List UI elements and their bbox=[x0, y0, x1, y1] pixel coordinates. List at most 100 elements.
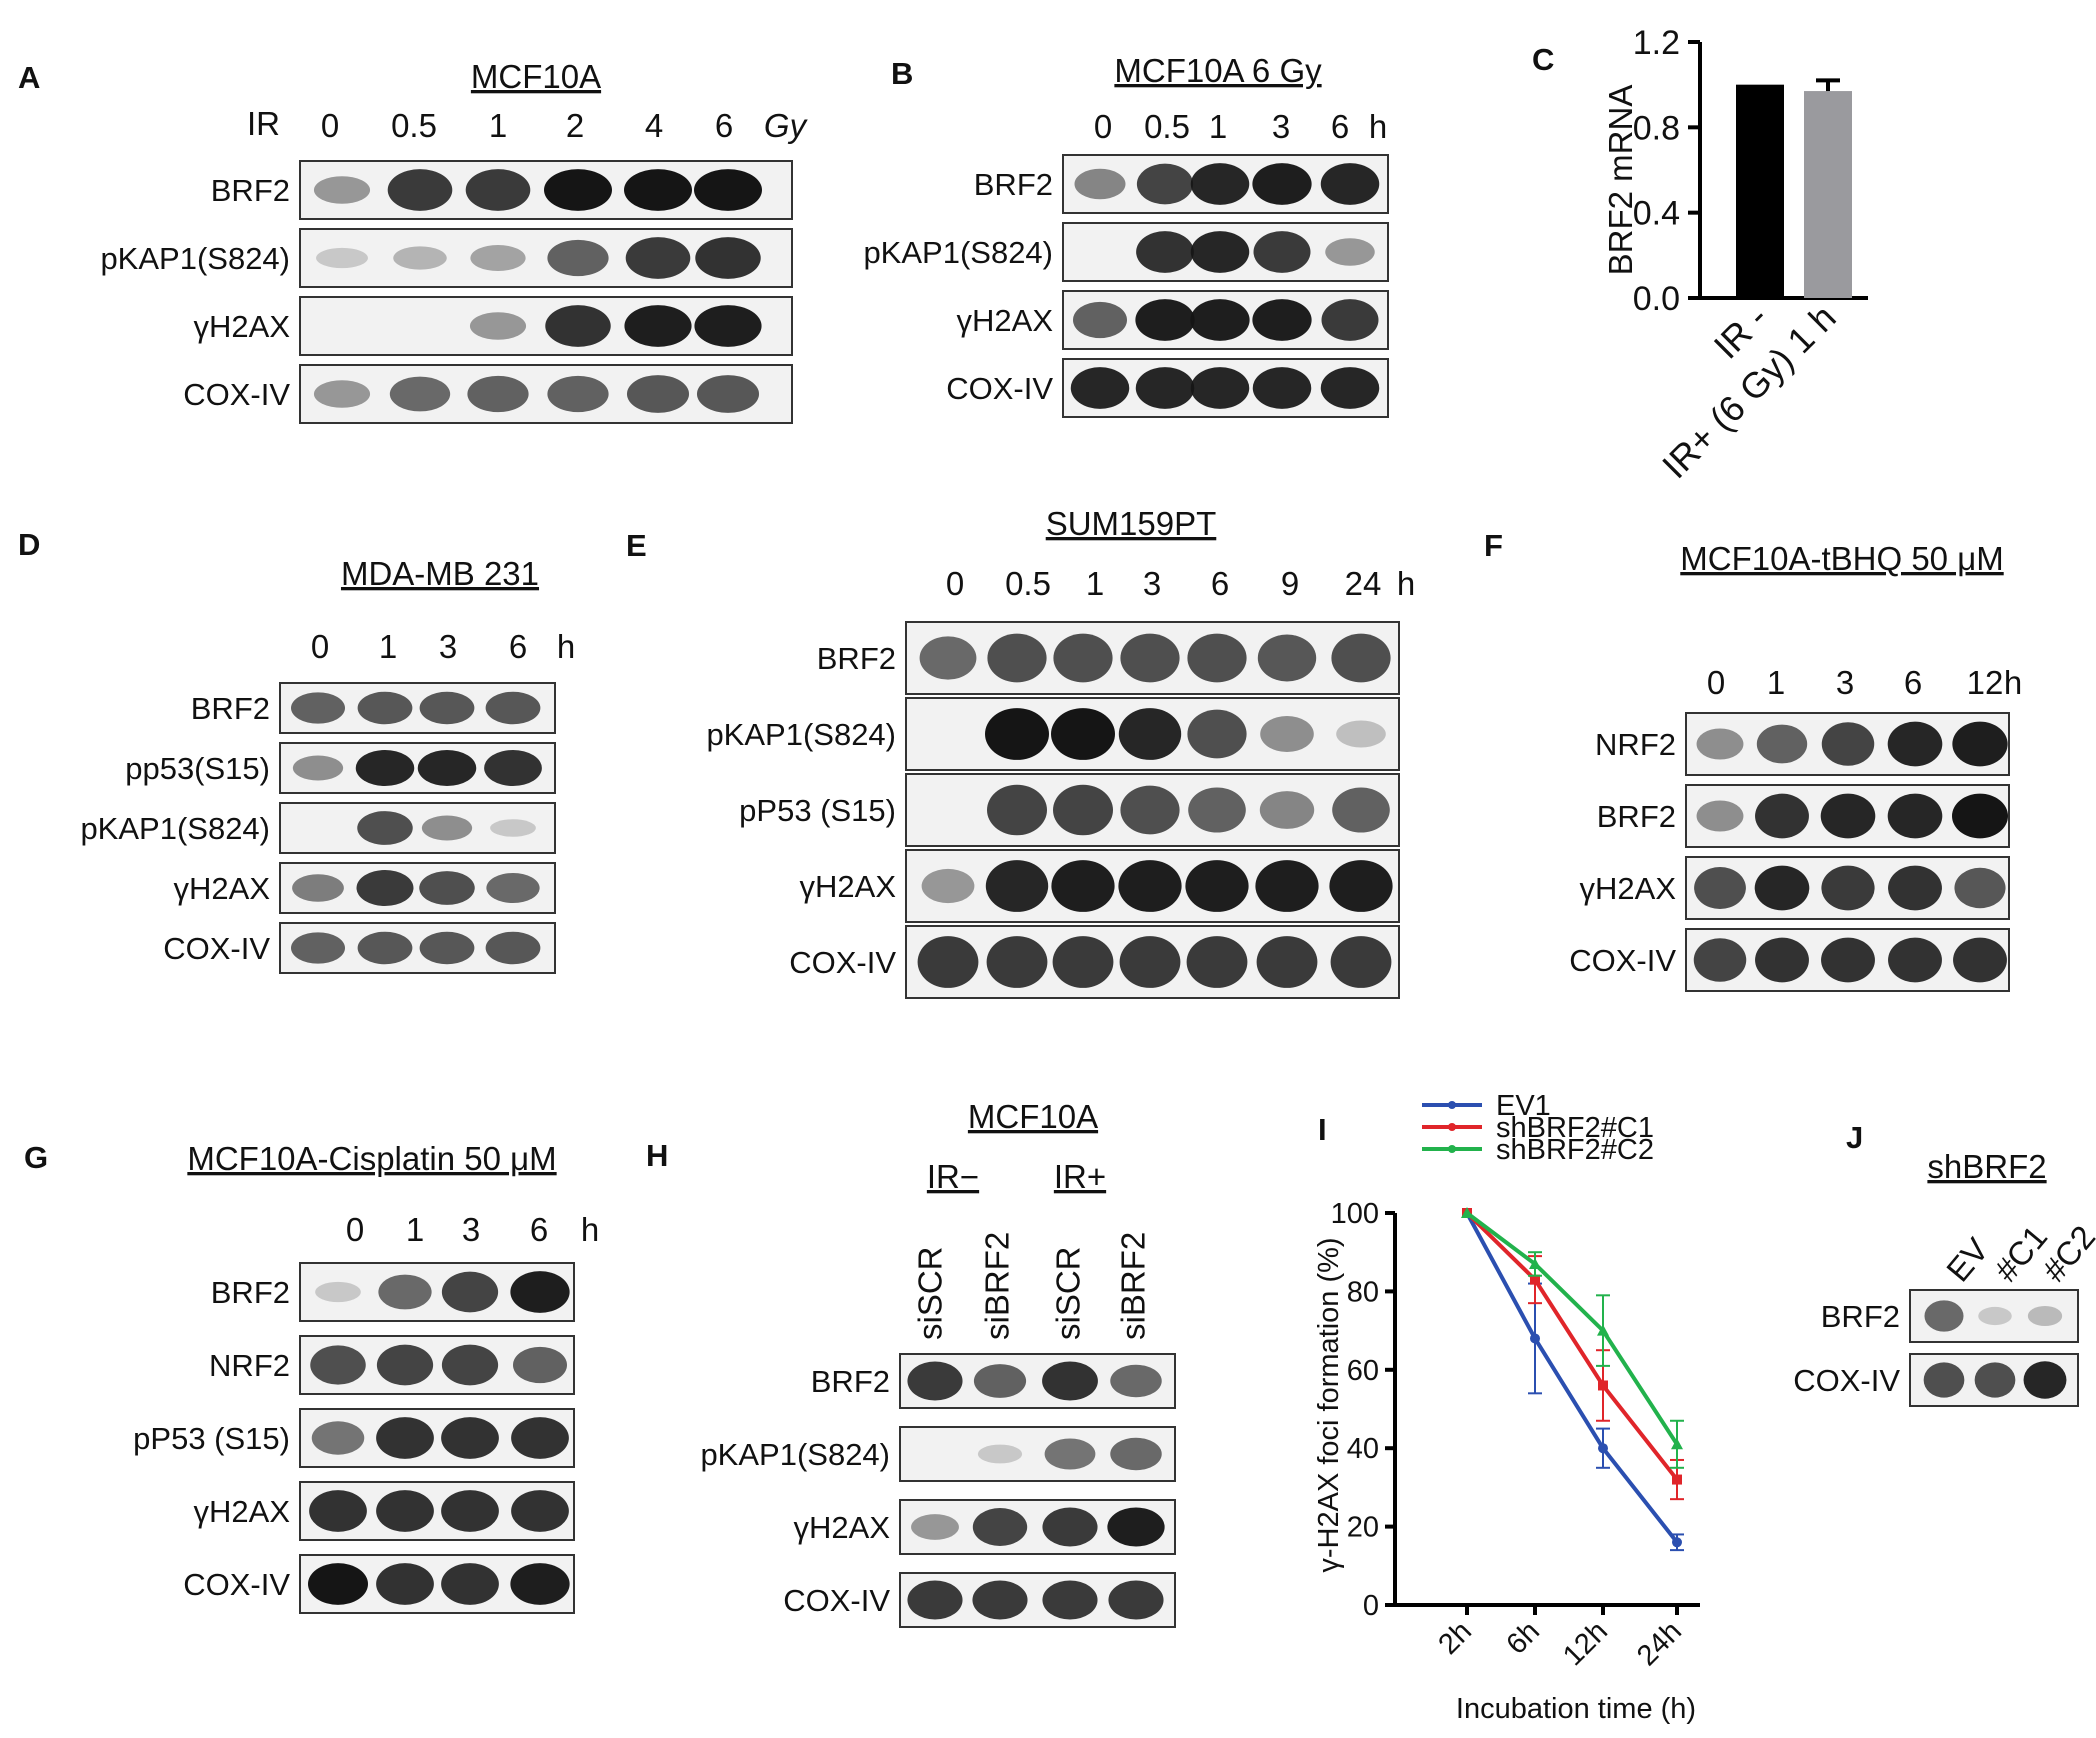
blot-label: γH2AX bbox=[800, 869, 897, 904]
panel-h-blots: BRF2 pKAP1(S824) γH2AX COX-IV bbox=[700, 1353, 1176, 1628]
lane-label: 6 bbox=[1211, 565, 1229, 602]
panel-b-lane-labels: 0 0.5 1 3 6 bbox=[1094, 108, 1349, 145]
band bbox=[1693, 938, 1747, 982]
band bbox=[1190, 163, 1250, 205]
band bbox=[1974, 1362, 2016, 1398]
blot-label: COX-IV bbox=[183, 377, 290, 412]
band bbox=[1042, 1507, 1098, 1547]
band bbox=[547, 375, 609, 413]
data-point bbox=[1597, 1324, 1609, 1336]
lane-label: EV bbox=[1939, 1231, 1996, 1289]
band bbox=[1924, 1300, 1964, 1332]
band bbox=[441, 1417, 499, 1459]
y-tick-label: 0.4 bbox=[1633, 195, 1680, 233]
band bbox=[1044, 1438, 1096, 1470]
lane-label: 3 bbox=[1143, 565, 1161, 602]
band bbox=[1257, 634, 1317, 682]
lane-label: 0 bbox=[311, 628, 329, 665]
band bbox=[1329, 860, 1393, 912]
band bbox=[1051, 860, 1115, 912]
band bbox=[1954, 867, 2006, 909]
lane-label: siBRF2 bbox=[979, 1232, 1016, 1340]
blot-label: COX-IV bbox=[183, 1567, 290, 1602]
band bbox=[1188, 787, 1246, 833]
band bbox=[513, 1346, 567, 1384]
band bbox=[291, 692, 345, 724]
panel-i-xlabel: Incubation time (h) bbox=[1456, 1693, 1696, 1725]
band bbox=[1070, 367, 1130, 409]
band bbox=[2027, 1306, 2063, 1326]
band bbox=[1110, 1364, 1162, 1398]
panel-h-group-2: IR+ bbox=[1054, 1158, 1106, 1195]
panel-j-title: shBRF2 bbox=[1927, 1148, 2046, 1185]
band bbox=[485, 691, 541, 725]
panel-f-blots: NRF2 BRF2 γH2AX COX-IV bbox=[1569, 712, 2010, 992]
band bbox=[1260, 715, 1314, 753]
lane-label: 0 bbox=[1707, 664, 1725, 701]
lane-label: 6 bbox=[1331, 108, 1349, 145]
band bbox=[907, 1580, 963, 1620]
x-tick-label: 2h bbox=[1433, 1615, 1478, 1660]
panel-a-unit: Gy bbox=[764, 107, 809, 144]
band bbox=[1136, 231, 1194, 273]
band bbox=[310, 1345, 366, 1385]
lane-label: #C2 bbox=[2035, 1218, 2096, 1288]
blot-label: pp53(S15) bbox=[125, 751, 270, 786]
band bbox=[1325, 238, 1375, 266]
band bbox=[624, 305, 692, 347]
panel-letter-d: D bbox=[18, 527, 40, 562]
band bbox=[1952, 721, 2008, 767]
band bbox=[511, 1417, 569, 1459]
panel-i-chart: 0 20 40 60 80 100 2h 6h 12h 24h bbox=[1331, 1198, 1700, 1672]
band bbox=[490, 819, 536, 837]
band bbox=[626, 375, 690, 413]
band bbox=[1119, 936, 1181, 988]
blot-label: BRF2 bbox=[1821, 1299, 1900, 1334]
band bbox=[376, 1417, 434, 1459]
band bbox=[987, 784, 1047, 836]
panel-e: E SUM159PT 0 0.5 1 3 6 9 24 h BRF2 pKAP1(S824) p… bbox=[626, 505, 1415, 999]
legend-marker bbox=[1448, 1145, 1456, 1153]
band bbox=[1320, 367, 1380, 409]
band bbox=[1136, 163, 1194, 205]
band bbox=[1888, 937, 1942, 983]
panel-c-ylabel: BRF2 mRNA bbox=[1602, 85, 1639, 276]
band bbox=[1259, 791, 1315, 829]
band bbox=[1923, 1362, 1965, 1398]
band bbox=[376, 1563, 434, 1605]
band bbox=[921, 868, 975, 904]
lane-label: 2 bbox=[566, 107, 584, 144]
lane-label: 6 bbox=[1904, 664, 1922, 701]
band bbox=[1051, 708, 1115, 760]
band bbox=[1108, 1580, 1164, 1620]
blot-label: pKAP1(S824) bbox=[80, 811, 270, 846]
band bbox=[1190, 299, 1250, 341]
band bbox=[389, 376, 451, 412]
band bbox=[309, 1490, 367, 1532]
band bbox=[292, 755, 344, 781]
y-tick-label: 0 bbox=[1363, 1590, 1379, 1622]
band bbox=[1696, 800, 1744, 832]
band bbox=[545, 305, 611, 347]
band bbox=[547, 239, 609, 277]
band bbox=[694, 169, 762, 211]
panel-g-unit: h bbox=[581, 1211, 599, 1248]
blot-label: BRF2 bbox=[211, 173, 290, 208]
blot-label: γH2AX bbox=[1580, 871, 1677, 906]
bar bbox=[1736, 84, 1784, 299]
blot-label: BRF2 bbox=[211, 1275, 290, 1310]
y-tick-label: 40 bbox=[1347, 1433, 1379, 1465]
panel-a: A MCF10A IR 0 0.5 1 2 4 6 Gy BRF2 pKAP1(S824) γ… bbox=[18, 58, 809, 424]
band bbox=[1185, 860, 1249, 912]
panel-h-group-1: IR− bbox=[927, 1158, 979, 1195]
lane-label: 24 bbox=[1345, 565, 1382, 602]
panel-h-title: MCF10A bbox=[968, 1098, 1098, 1135]
panel-d: D MDA-MB 231 0 1 3 6 h BRF2 pp53(S15) pKAP1(S… bbox=[18, 527, 575, 974]
band bbox=[316, 247, 368, 269]
y-tick-label: 80 bbox=[1347, 1276, 1379, 1308]
panel-j: J shBRF2 EV#C1#C2 BRF2 COX-IV bbox=[1793, 1120, 2096, 1407]
band bbox=[987, 633, 1047, 683]
blot-label: COX-IV bbox=[1793, 1363, 1900, 1398]
lane-label: 1 bbox=[1209, 108, 1227, 145]
band bbox=[977, 1444, 1023, 1464]
